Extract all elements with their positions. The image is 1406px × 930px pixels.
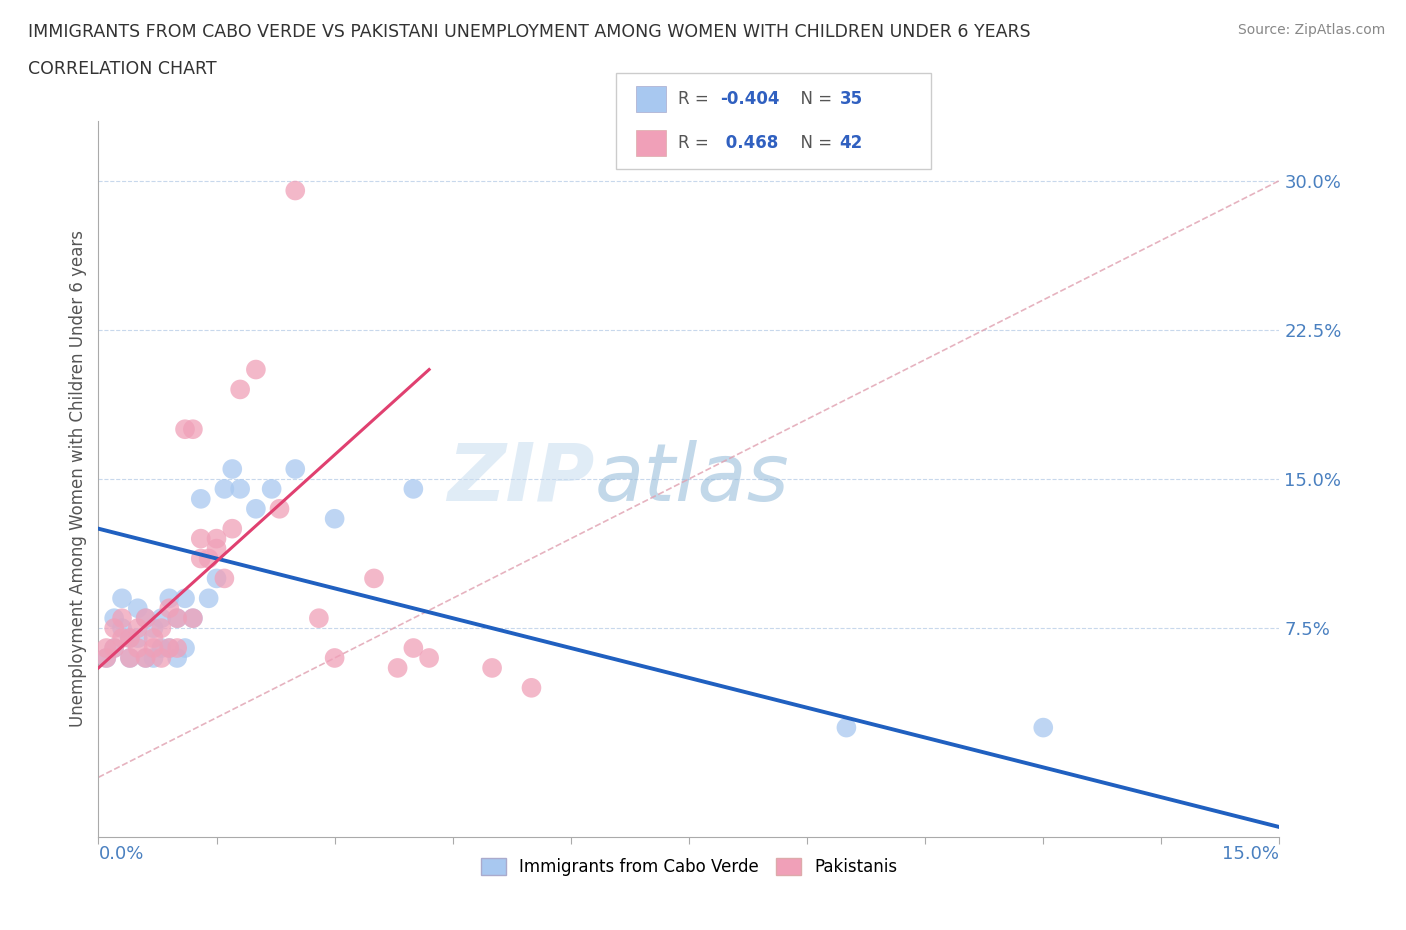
Point — [118, 651, 141, 666]
Point — [197, 551, 219, 566]
Text: CORRELATION CHART: CORRELATION CHART — [28, 60, 217, 78]
Point — [308, 611, 330, 626]
Point — [127, 631, 149, 645]
Point — [284, 183, 307, 198]
Point — [481, 660, 503, 675]
Point — [150, 620, 173, 635]
Point — [103, 641, 125, 656]
Legend: Immigrants from Cabo Verde, Pakistanis: Immigrants from Cabo Verde, Pakistanis — [474, 851, 904, 883]
Point — [127, 641, 149, 656]
Point — [157, 641, 180, 656]
Point — [166, 641, 188, 656]
Point — [835, 720, 858, 735]
Point — [174, 422, 197, 437]
Point — [111, 611, 134, 626]
Point — [150, 641, 173, 656]
Point — [387, 660, 409, 675]
Point — [103, 620, 125, 635]
Point — [150, 611, 173, 626]
Point — [190, 531, 212, 546]
Point — [205, 571, 228, 586]
Text: 0.0%: 0.0% — [98, 845, 143, 863]
Point — [323, 651, 346, 666]
Point — [323, 512, 346, 526]
Text: 35: 35 — [839, 89, 862, 108]
Point — [103, 611, 125, 626]
Point — [363, 571, 385, 586]
Point — [284, 461, 307, 476]
Point — [205, 531, 228, 546]
Point — [229, 382, 252, 397]
Point — [142, 651, 165, 666]
Point — [205, 541, 228, 556]
Point — [127, 601, 149, 616]
Point — [96, 651, 118, 666]
Point — [402, 641, 425, 656]
Text: ZIP: ZIP — [447, 440, 595, 518]
Text: 42: 42 — [839, 134, 863, 153]
Point — [197, 591, 219, 605]
Point — [402, 482, 425, 497]
Y-axis label: Unemployment Among Women with Children Under 6 years: Unemployment Among Women with Children U… — [69, 231, 87, 727]
Point — [1032, 720, 1054, 735]
Point — [118, 651, 141, 666]
Point — [157, 601, 180, 616]
Point — [142, 620, 165, 635]
Point — [269, 501, 291, 516]
Point — [127, 620, 149, 635]
Text: 15.0%: 15.0% — [1222, 845, 1279, 863]
Point — [174, 641, 197, 656]
Text: 0.468: 0.468 — [720, 134, 778, 153]
Text: -0.404: -0.404 — [720, 89, 779, 108]
Text: Source: ZipAtlas.com: Source: ZipAtlas.com — [1237, 23, 1385, 37]
Point — [96, 641, 118, 656]
Text: IMMIGRANTS FROM CABO VERDE VS PAKISTANI UNEMPLOYMENT AMONG WOMEN WITH CHILDREN U: IMMIGRANTS FROM CABO VERDE VS PAKISTANI … — [28, 23, 1031, 41]
Point — [103, 641, 125, 656]
Point — [111, 620, 134, 635]
Point — [118, 631, 141, 645]
Point — [135, 611, 157, 626]
Point — [142, 641, 165, 656]
Point — [221, 521, 243, 536]
Point — [135, 651, 157, 666]
Text: N =: N = — [790, 89, 838, 108]
Point — [166, 611, 188, 626]
Point — [229, 482, 252, 497]
Text: N =: N = — [790, 134, 838, 153]
Point — [245, 501, 267, 516]
Point — [111, 631, 134, 645]
Point — [135, 611, 157, 626]
Text: atlas: atlas — [595, 440, 789, 518]
Point — [214, 571, 236, 586]
Point — [166, 651, 188, 666]
Point — [150, 651, 173, 666]
Point — [181, 611, 204, 626]
Point — [260, 482, 283, 497]
Point — [174, 591, 197, 605]
Point — [166, 611, 188, 626]
Point — [418, 651, 440, 666]
Point — [520, 681, 543, 696]
Point — [96, 651, 118, 666]
Point — [190, 491, 212, 506]
Point — [245, 362, 267, 377]
Point — [214, 482, 236, 497]
Point — [157, 641, 180, 656]
Point — [190, 551, 212, 566]
Point — [181, 422, 204, 437]
Text: R =: R = — [678, 89, 714, 108]
Point — [135, 651, 157, 666]
Point — [221, 461, 243, 476]
Point — [118, 631, 141, 645]
Point — [181, 611, 204, 626]
Point — [157, 591, 180, 605]
Point — [142, 631, 165, 645]
Point — [111, 591, 134, 605]
Text: R =: R = — [678, 134, 714, 153]
